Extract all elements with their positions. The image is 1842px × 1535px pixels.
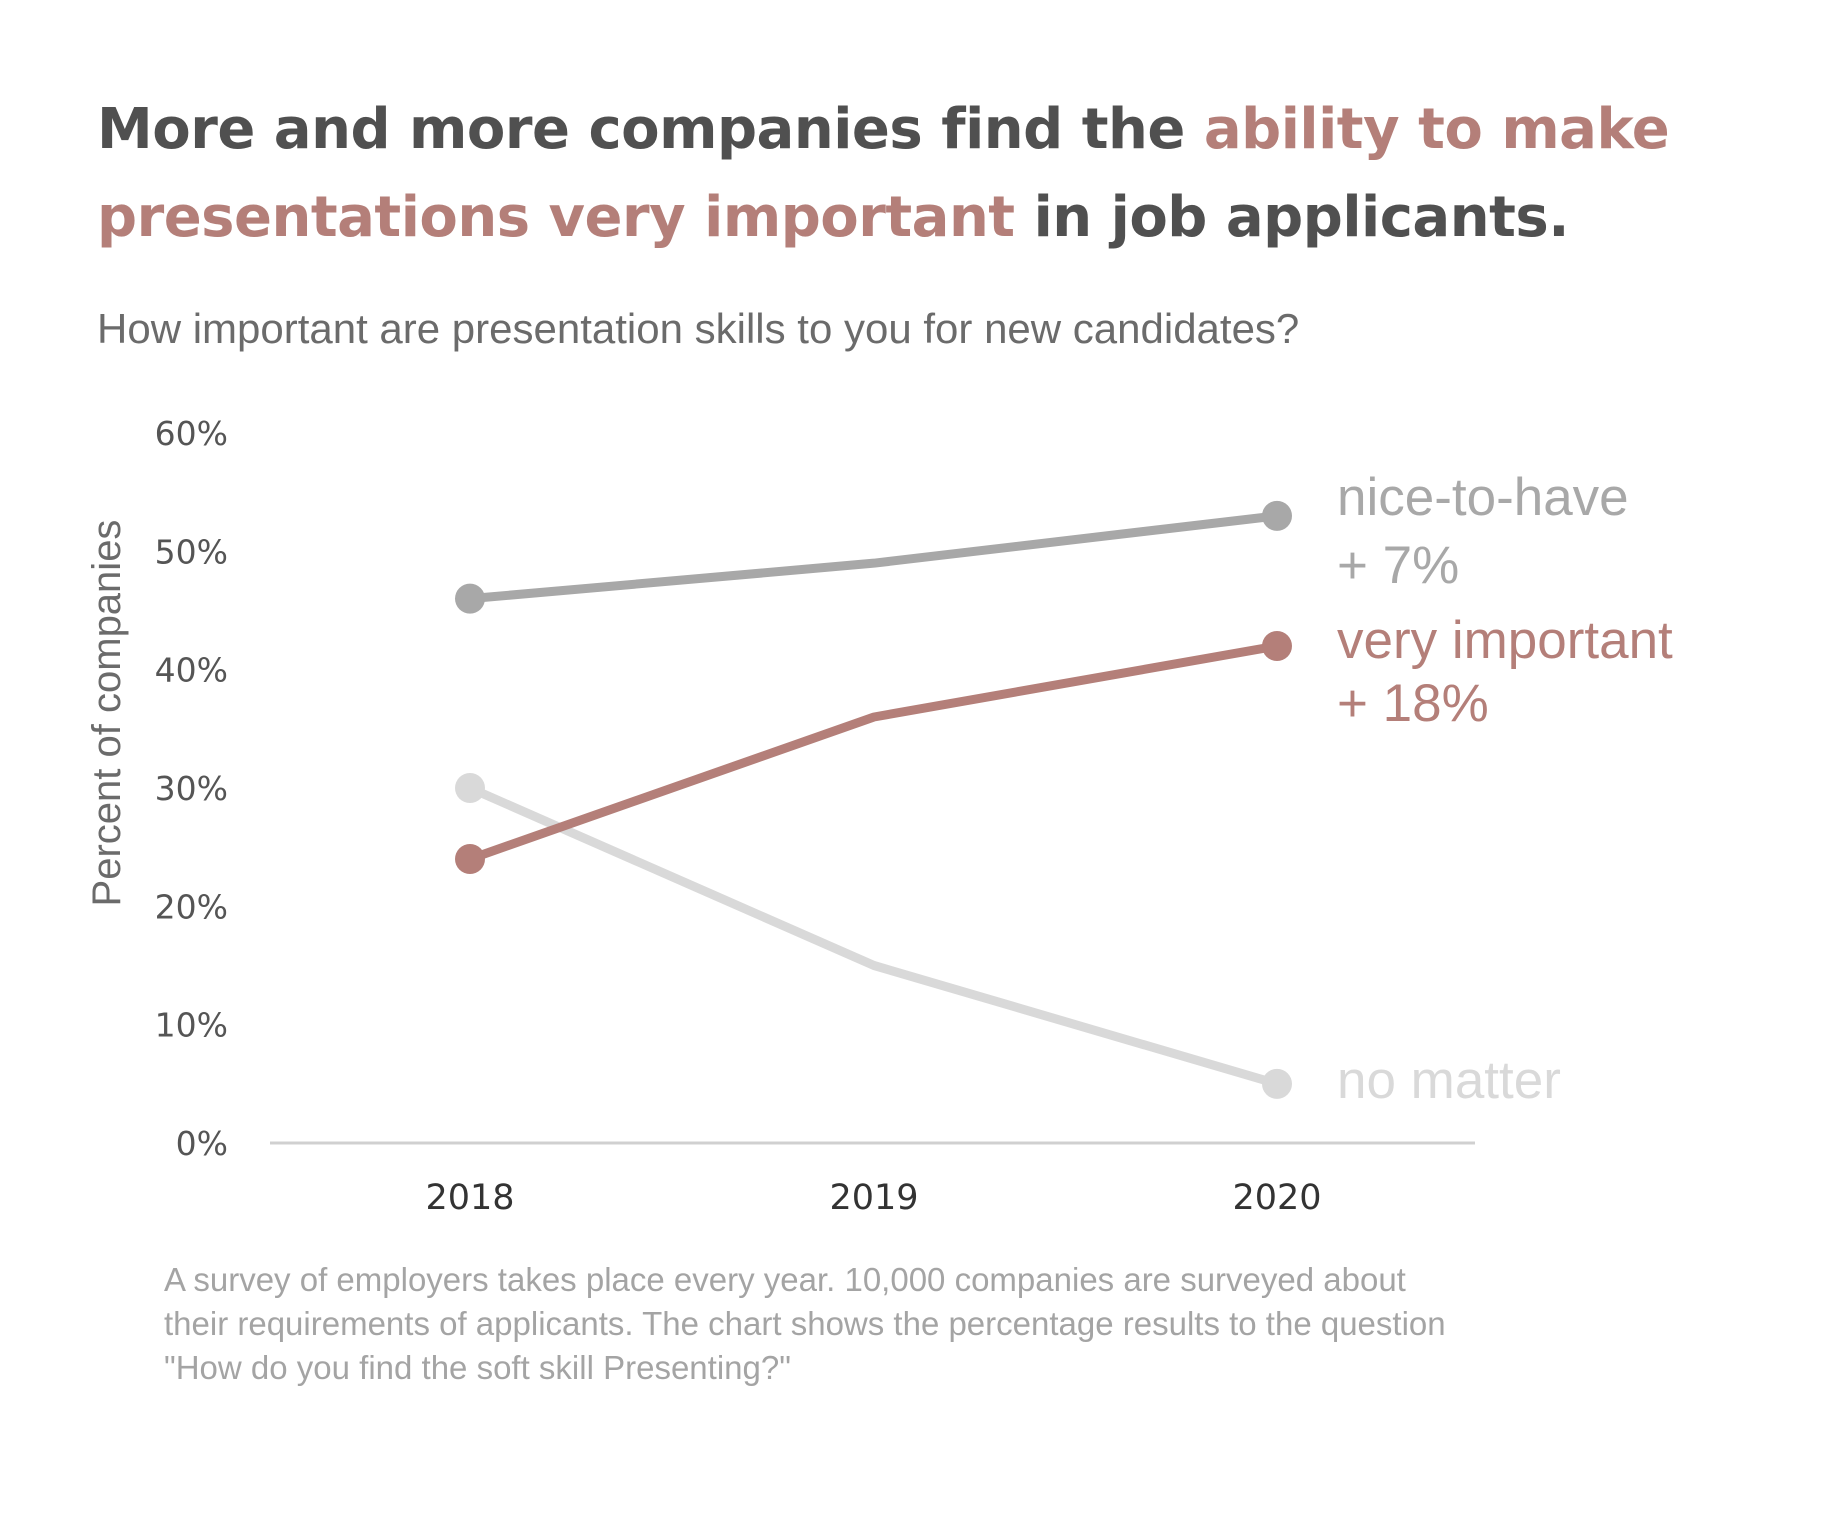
series-point: [455, 583, 485, 614]
y-axis-ticks: 0% 10% 20% 30% 40% 50% 60%: [155, 414, 228, 1163]
series-line: [465, 783, 1282, 1089]
series-line: [465, 641, 1282, 864]
chart-subtitle: How important are presentation skills to…: [97, 305, 1300, 352]
chart-title: More and more companies find the ability…: [97, 86, 1737, 262]
y-tick-label: 10%: [155, 1006, 228, 1045]
y-tick-label: 60%: [155, 414, 228, 453]
series-point: [1262, 1068, 1292, 1099]
footnote-line: "How do you find the soft skill Presenti…: [164, 1349, 791, 1386]
series-label: very important: [1337, 611, 1673, 670]
series-label: no matter: [1337, 1051, 1561, 1110]
y-axis-title: Percent of companies: [85, 520, 129, 907]
y-tick-label: 30%: [155, 769, 228, 808]
series-point: [1262, 631, 1292, 661]
y-tick-label: 20%: [155, 887, 228, 926]
x-tick-label: 2020: [1232, 1178, 1321, 1218]
x-tick-label: 2018: [425, 1178, 514, 1218]
footnote: A survey of employers takes place every …: [164, 1258, 1664, 1390]
title-part1: More and more companies find the: [97, 97, 1204, 162]
series-line: [465, 511, 1282, 604]
series-point: [455, 773, 485, 803]
series-change-label: + 7%: [1337, 536, 1459, 595]
title-highlight: ability to make presentations very impor…: [97, 97, 1670, 250]
y-tick-label: 40%: [155, 651, 228, 690]
footnote-line: their requirements of applicants. The ch…: [164, 1305, 1446, 1342]
series-change-label: + 18%: [1337, 674, 1489, 733]
title-part2: in job applicants.: [1014, 185, 1570, 250]
series-point: [455, 844, 485, 874]
y-tick-label: 0%: [176, 1124, 228, 1163]
x-axis-ticks: 2018 2019 2020: [425, 1178, 1321, 1218]
series-layer: [455, 500, 1292, 1099]
y-axis-title-group: Percent of companies: [85, 520, 129, 907]
footnote-line: A survey of employers takes place every …: [164, 1261, 1406, 1298]
series-labels: nice-to-have + 7% very important+ 18% no ma…: [1337, 468, 1673, 1110]
series-label: nice-to-have: [1337, 468, 1629, 527]
y-tick-label: 50%: [155, 532, 228, 571]
x-tick-label: 2019: [829, 1178, 918, 1218]
series-point: [1262, 500, 1292, 531]
